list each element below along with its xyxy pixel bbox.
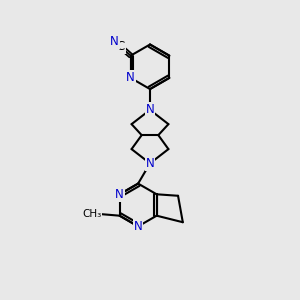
Text: N: N — [126, 71, 135, 84]
Text: N: N — [134, 220, 142, 233]
Text: N: N — [146, 157, 154, 170]
Text: N: N — [146, 103, 154, 116]
Text: N: N — [115, 188, 124, 201]
Text: C: C — [116, 40, 125, 53]
Text: N: N — [110, 35, 119, 48]
Text: CH₃: CH₃ — [82, 209, 102, 219]
